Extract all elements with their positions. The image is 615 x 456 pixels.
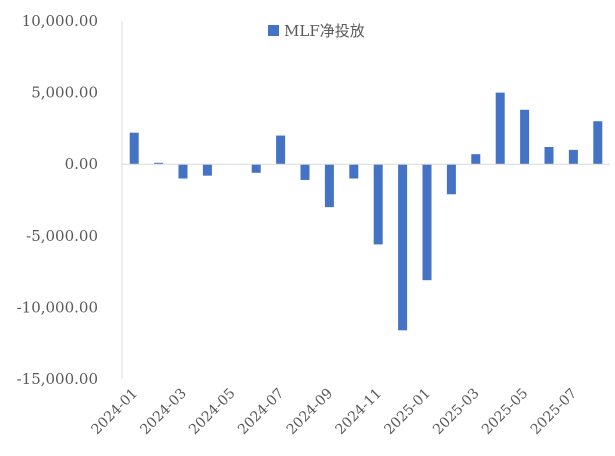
- bar: [178, 164, 188, 179]
- x-tick-label: 2025-03: [430, 386, 482, 438]
- bar: [276, 135, 286, 165]
- x-tick-label: 2025-05: [479, 386, 531, 438]
- y-axis-ticks: 10,000.00 5,000.00 0.00 -5,000.00 -10,000.00…: [17, 12, 98, 388]
- bar: [422, 164, 432, 281]
- bar: [373, 164, 383, 245]
- bar: [129, 132, 139, 165]
- x-tick-label: 2024-05: [186, 386, 238, 438]
- bar: [251, 164, 261, 173]
- legend-swatch: [268, 25, 279, 36]
- bar-series: [129, 92, 603, 331]
- bar: [349, 164, 359, 179]
- x-axis-ticks: 2024-012024-032024-052024-072024-092024-…: [89, 386, 581, 438]
- bar: [324, 164, 334, 208]
- y-tick-label: 0.00: [65, 155, 98, 173]
- bar: [300, 164, 310, 180]
- bar: [398, 164, 408, 331]
- bar: [154, 162, 164, 165]
- x-tick-label: 2024-11: [333, 386, 385, 438]
- bar: [202, 164, 212, 176]
- x-tick-label: 2024-03: [137, 386, 189, 438]
- bar: [446, 164, 456, 195]
- bar: [568, 149, 578, 165]
- y-tick-label: -5,000.00: [26, 227, 98, 245]
- x-tick-label: 2025-01: [381, 386, 433, 438]
- x-tick-label: 2024-09: [284, 386, 336, 438]
- bar: [495, 92, 505, 165]
- x-tick-label: 2024-07: [235, 386, 287, 438]
- bar: [593, 121, 603, 165]
- y-tick-label: 10,000.00: [22, 12, 98, 30]
- y-tick-label: -10,000.00: [17, 298, 98, 316]
- y-tick-label: 5,000.00: [31, 84, 98, 102]
- bar: [520, 109, 530, 165]
- bar: [544, 147, 554, 165]
- x-tick-label: 2024-01: [89, 386, 141, 438]
- x-tick-label: 2025-07: [528, 386, 580, 438]
- legend-label: MLF净投放: [284, 22, 365, 40]
- legend: MLF净投放: [268, 22, 365, 40]
- y-tick-label: -15,000.00: [17, 370, 98, 388]
- bar: [471, 154, 481, 165]
